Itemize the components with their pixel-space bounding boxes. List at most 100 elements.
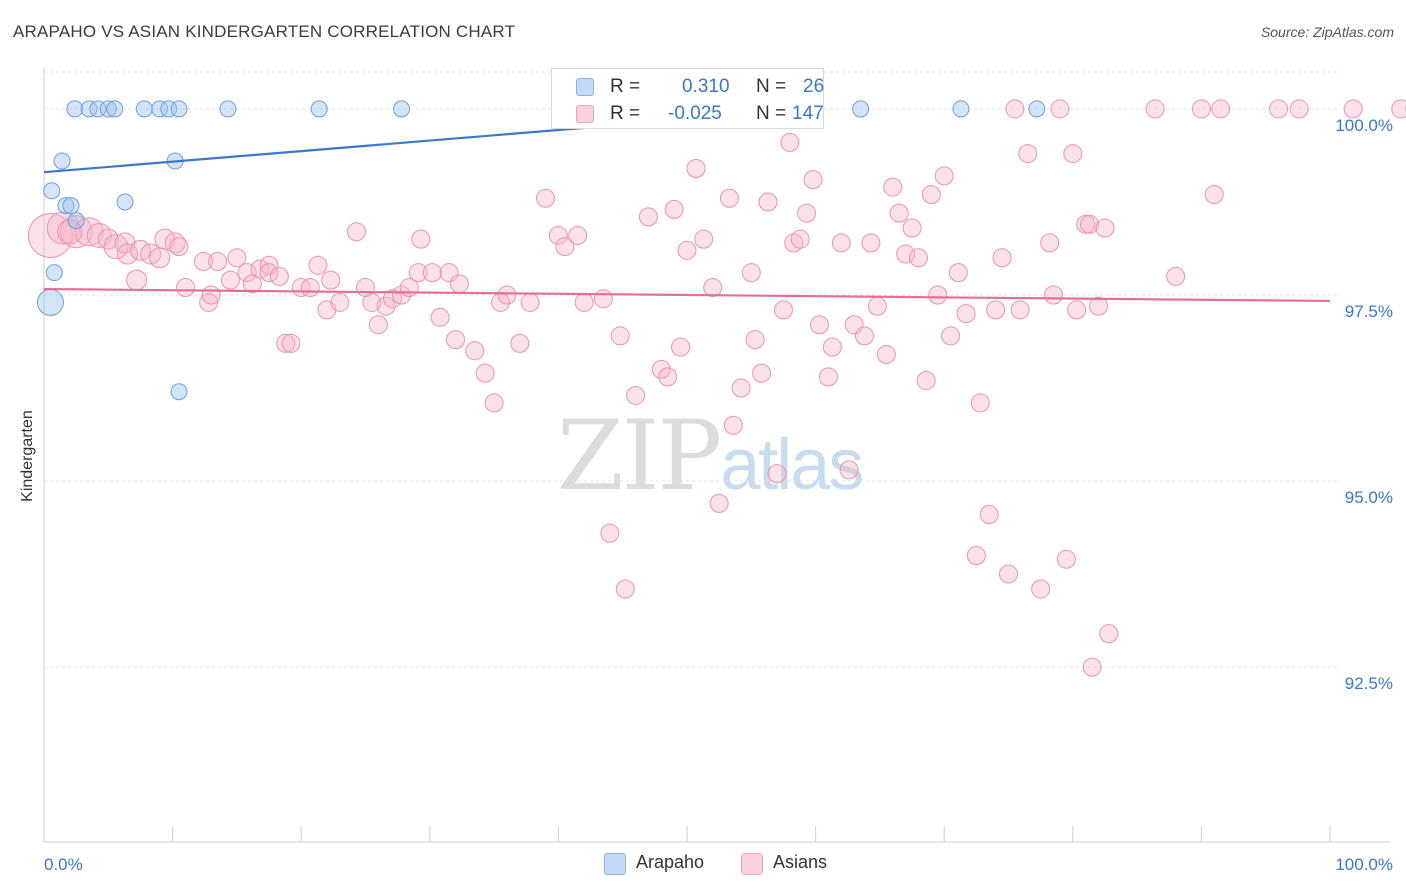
point-asians (831, 233, 851, 253)
point-arapaho (151, 100, 169, 118)
y-tick-label: 100.0% (1335, 116, 1393, 135)
bottom-legend-label-arapaho: Arapaho (636, 852, 705, 872)
point-asians (883, 177, 903, 197)
point-asians (934, 166, 954, 186)
point-asians (208, 252, 228, 271)
point-asians (861, 233, 881, 253)
point-asians (276, 333, 296, 353)
point-asians (175, 278, 195, 298)
point-asians (1010, 300, 1030, 320)
point-asians (1289, 99, 1309, 119)
point-asians (1145, 99, 1165, 119)
point-asians (803, 170, 823, 190)
legend-n-label: N = (756, 76, 787, 97)
point-asians (1204, 185, 1224, 205)
point-asians (818, 367, 838, 387)
point-asians (237, 263, 257, 283)
point-asians (321, 270, 341, 290)
point-asians (1063, 144, 1083, 164)
point-asians (719, 188, 739, 208)
point-asians (1191, 99, 1211, 119)
chart-title: ARAPAHO VS ASIAN KINDERGARTEN CORRELATIO… (13, 22, 516, 41)
point-asians (723, 415, 743, 435)
point-arapaho (45, 264, 63, 282)
y-tick-label: 92.5% (1345, 674, 1393, 693)
bottom-legend-label-asians: Asians (773, 852, 828, 872)
point-asians (615, 579, 635, 599)
point-asians (839, 460, 859, 480)
point-asians (149, 247, 171, 269)
point-asians (600, 523, 620, 543)
point-asians (745, 330, 765, 350)
point-arapaho (852, 100, 870, 118)
point-arapaho (53, 152, 71, 170)
point-asians (169, 237, 189, 257)
point-asians (638, 207, 658, 227)
point-asians (767, 464, 787, 484)
legend-n-value: 26 (803, 76, 825, 97)
source-credit: Source: ZipAtlas.com (1260, 24, 1394, 40)
point-asians (346, 222, 366, 242)
point-arapaho (310, 100, 328, 118)
point-asians (992, 248, 1012, 268)
point-asians (330, 292, 350, 312)
point-asians (1040, 233, 1060, 253)
point-asians (797, 203, 817, 223)
point-arapaho (1028, 100, 1046, 118)
point-asians (1099, 624, 1119, 644)
point-asians (1166, 266, 1186, 286)
point-asians (790, 229, 810, 249)
point-arapaho (36, 288, 64, 316)
point-asians (1050, 99, 1070, 119)
point-asians (773, 300, 793, 320)
point-asians (677, 240, 697, 260)
point-asians (1080, 214, 1100, 234)
point-asians (227, 248, 247, 268)
point-asians (784, 233, 804, 253)
legend-r-value: 0.310 (682, 76, 730, 97)
legend-n-label: N = (756, 103, 787, 124)
point-asians (1031, 579, 1051, 599)
point-asians (259, 263, 279, 283)
point-arapaho (135, 100, 153, 118)
point-asians (548, 225, 568, 245)
point-asians (510, 333, 530, 353)
legend-swatch-arapaho (576, 78, 594, 96)
point-asians (536, 188, 556, 208)
point-asians (59, 215, 93, 249)
point-asians (752, 363, 772, 383)
point-asians (362, 292, 382, 312)
point-asians (999, 564, 1018, 584)
point-arapaho (952, 100, 970, 118)
point-asians (741, 263, 761, 283)
point-asians (1082, 657, 1102, 677)
point-asians (966, 545, 986, 565)
point-asians (281, 333, 301, 353)
point-arapaho (170, 383, 188, 401)
point-asians (809, 315, 829, 335)
point-asians (392, 285, 412, 305)
point-arapaho (99, 100, 117, 118)
watermark: ZIPatlas (557, 400, 864, 512)
point-asians (1005, 99, 1025, 119)
point-asians (703, 278, 723, 298)
point-asians (269, 266, 289, 286)
point-asians (497, 285, 517, 305)
point-asians (709, 493, 729, 513)
point-arapaho (62, 197, 80, 215)
point-asians (593, 289, 613, 309)
point-arapaho (80, 100, 98, 118)
bottom-legend-swatch-asians (741, 853, 763, 875)
point-arapaho (57, 197, 75, 215)
point-asians (1095, 218, 1115, 238)
legend-r-value: -0.025 (668, 103, 722, 124)
point-arapaho (160, 100, 178, 118)
point-asians (368, 315, 388, 335)
point-asians (1044, 285, 1064, 305)
point-arapaho (219, 100, 237, 118)
point-asians (986, 300, 1006, 320)
point-asians (568, 225, 588, 245)
point-arapaho (393, 100, 411, 118)
legend-r-label: R = (610, 103, 641, 124)
point-asians (822, 337, 842, 357)
